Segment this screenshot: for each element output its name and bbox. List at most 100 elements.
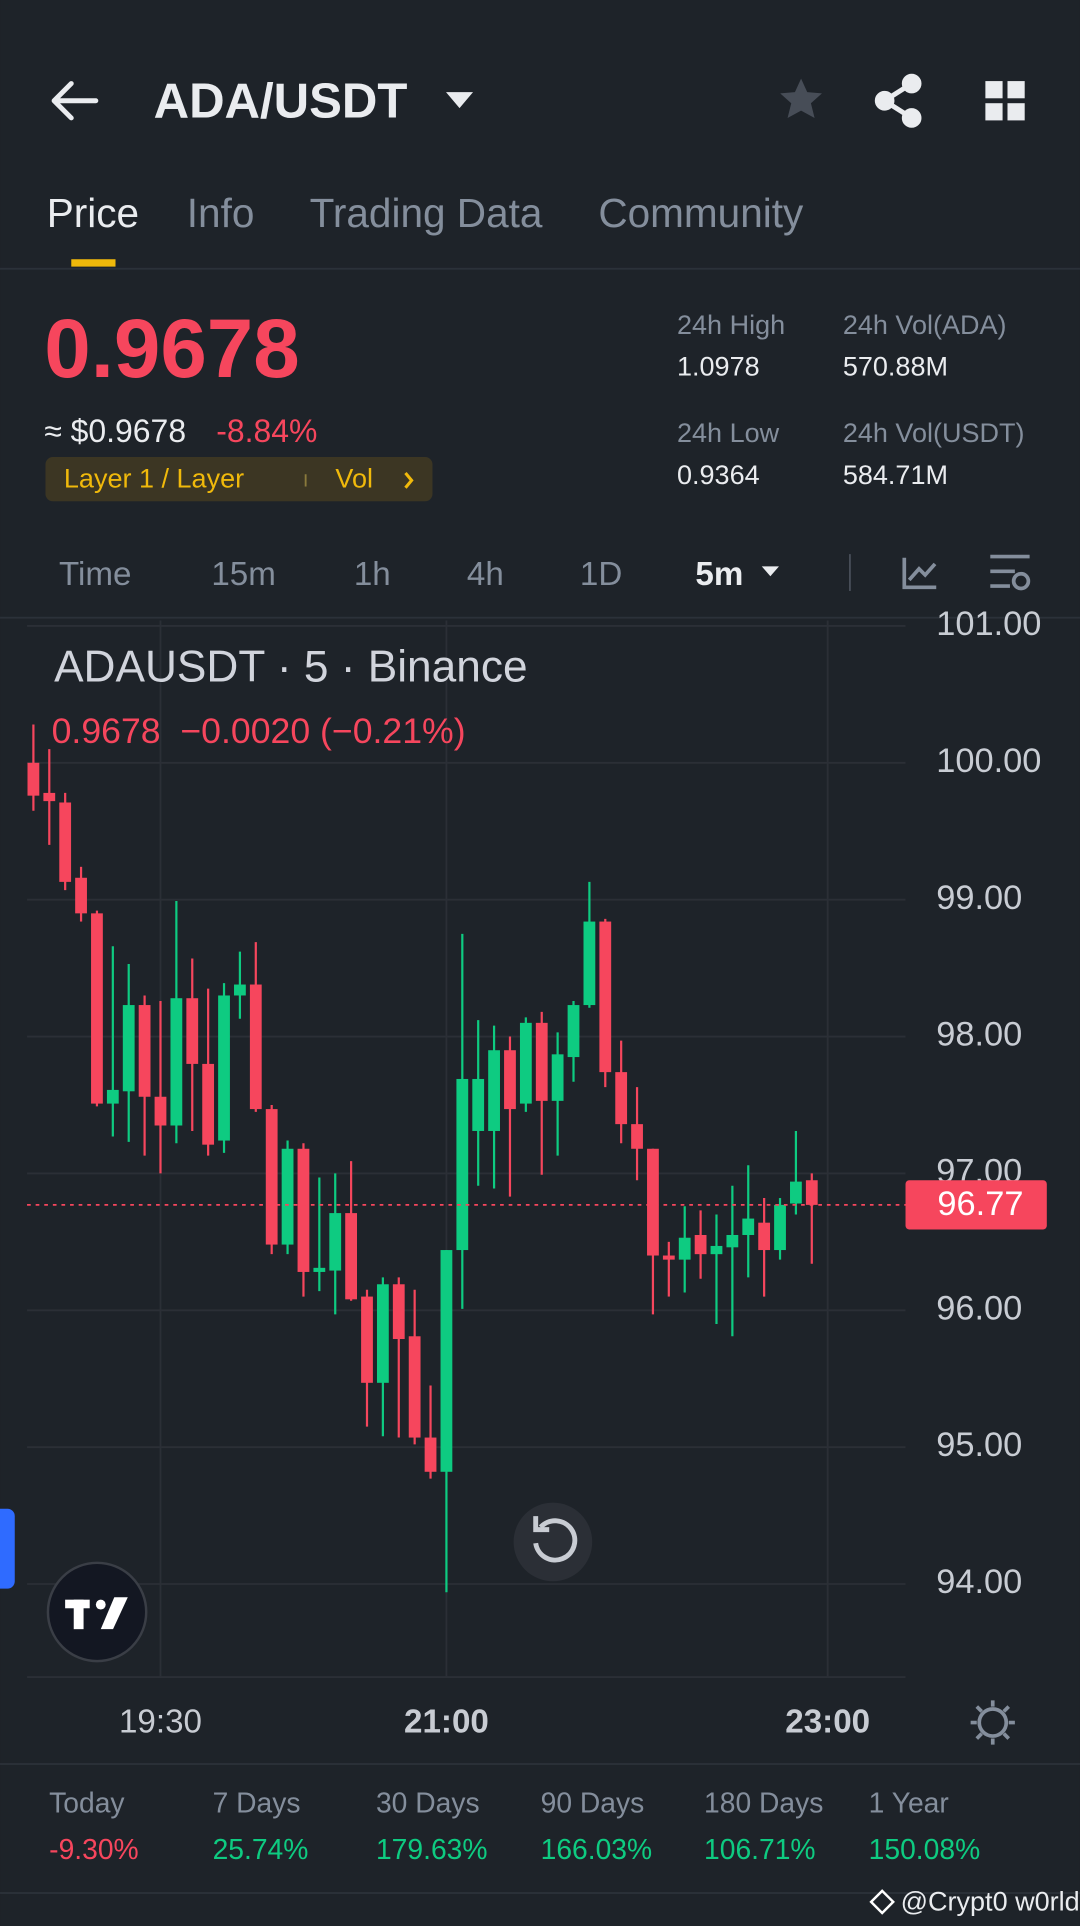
last-price-box: [905, 1180, 1047, 1230]
perf-label: 180 Days: [704, 1786, 823, 1818]
interval[interactable]: 1D: [580, 556, 622, 593]
divider: [0, 616, 1080, 619]
candle-body: [758, 1222, 771, 1251]
indicator-icon[interactable]: [902, 557, 937, 590]
change: -8.84%: [216, 413, 317, 449]
candle-body: [297, 1148, 310, 1272]
candle-body: [726, 1234, 739, 1248]
y-tick-label: 99.00: [936, 879, 1022, 917]
interval[interactable]: 15m: [211, 556, 276, 593]
chart-legend: 0.9678 −0.0020 (−0.21%): [52, 711, 466, 751]
stat-value: 0.9364: [677, 460, 760, 490]
candle-body: [615, 1072, 628, 1125]
tv-logo-mark: [65, 1597, 128, 1630]
divider: [0, 1892, 1080, 1894]
perf-value: 25.74%: [213, 1833, 309, 1865]
perf-value: 179.63%: [376, 1833, 488, 1865]
stat-label: 24h Vol(USDT): [843, 418, 1025, 448]
candle-body: [440, 1250, 453, 1472]
perf-value: 166.03%: [541, 1833, 653, 1865]
x-tick-label: 21:00: [404, 1704, 489, 1741]
divider: [0, 1763, 1080, 1765]
settings-icon[interactable]: [990, 554, 1031, 591]
perf-value: 150.08%: [869, 1833, 981, 1865]
y-tick-label: 95.00: [936, 1426, 1022, 1464]
candle-body: [647, 1148, 659, 1256]
separator: [304, 474, 307, 487]
vol-tag[interactable]: Vol: [335, 464, 373, 494]
tab[interactable]: Price: [47, 190, 139, 236]
interval-caret[interactable]: [761, 566, 779, 577]
candle-body: [519, 1022, 532, 1104]
candle-chart: 94.0095.0096.0097.0098.0099.00100.00101.…: [27, 605, 1047, 1741]
stat-label: 24h Low: [677, 418, 780, 448]
perf-value: -9.30%: [49, 1833, 139, 1865]
usd-price: ≈ $0.9678: [44, 413, 186, 449]
x-tick-label: 19:30: [119, 1704, 202, 1741]
stat-value: 584.71M: [843, 460, 948, 490]
candle-body: [154, 1096, 167, 1126]
tab[interactable]: Trading Data: [310, 190, 543, 236]
candle-body: [774, 1204, 786, 1251]
tab[interactable]: Info: [187, 190, 255, 236]
candle-body: [456, 1078, 469, 1251]
y-tick-label: 100.00: [936, 742, 1041, 780]
candle-body: [472, 1078, 485, 1131]
tab-indicator: [71, 259, 116, 267]
candle-body: [551, 1054, 564, 1101]
x-tick-label: 23:00: [785, 1704, 870, 1741]
divider: [0, 267, 1080, 270]
grid-icon[interactable]: [985, 81, 1025, 121]
y-tick-label: 96.00: [936, 1289, 1022, 1327]
reset-icon: [533, 1518, 578, 1563]
reset-icon: [533, 1516, 550, 1533]
candle-body: [488, 1050, 500, 1131]
tag-box[interactable]: [45, 457, 433, 502]
candle-body: [281, 1148, 294, 1245]
y-tick-label: 101.00: [936, 605, 1041, 643]
last-price: 0.9678: [44, 301, 299, 395]
tag[interactable]: Layer 1 / Layer: [64, 464, 244, 494]
stat-label: 24h Vol(ADA): [843, 310, 1007, 340]
candle-body: [218, 995, 230, 1141]
candle-body: [75, 877, 87, 914]
interval[interactable]: 4h: [467, 556, 504, 593]
chevron: [404, 472, 414, 489]
candle-body: [424, 1437, 437, 1472]
candle-body: [710, 1245, 723, 1255]
candle-body: [170, 998, 183, 1126]
stat-value: 1.0978: [677, 352, 760, 382]
pair-title[interactable]: ADA/USDT: [154, 74, 408, 128]
candle-body: [234, 984, 246, 996]
share-icon[interactable]: [874, 73, 922, 128]
chart-settings[interactable]: [970, 1700, 1015, 1745]
perf-label: 1 Year: [869, 1786, 949, 1818]
perf-label: Today: [49, 1786, 125, 1818]
candle-body: [249, 984, 262, 1110]
candle-body: [345, 1213, 358, 1300]
candle-body: [329, 1213, 342, 1271]
tv-logo[interactable]: [46, 1561, 148, 1663]
candle-body: [91, 913, 103, 1104]
candle-body: [313, 1267, 326, 1272]
back-button[interactable]: [51, 81, 99, 121]
favorite-icon[interactable]: [780, 78, 822, 118]
y-tick-label: 98.00: [936, 1016, 1022, 1054]
chart-title: ADAUSDT · 5 · Binance: [54, 642, 527, 691]
last-price-label: 96.77: [937, 1185, 1023, 1223]
candle-body: [202, 1063, 215, 1145]
stat-label: 24h High: [677, 310, 785, 340]
candle-body: [43, 792, 56, 802]
side-handle[interactable]: [0, 1508, 15, 1589]
candle-body: [790, 1181, 802, 1204]
pair-caret[interactable]: [446, 92, 474, 109]
tab[interactable]: Community: [598, 190, 804, 236]
interval-selected[interactable]: 5m: [695, 556, 743, 593]
interval[interactable]: 1h: [354, 556, 391, 593]
interval[interactable]: Time: [59, 556, 131, 593]
reset-button[interactable]: [513, 1502, 593, 1582]
candle-body: [122, 1005, 135, 1092]
candle-body: [678, 1237, 691, 1260]
